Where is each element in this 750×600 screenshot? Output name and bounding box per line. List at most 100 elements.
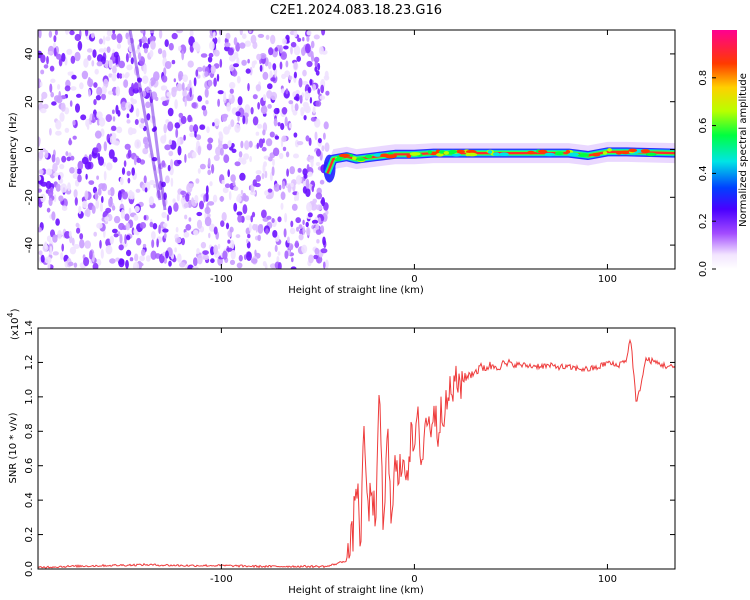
noise-blob bbox=[217, 243, 221, 250]
noise-blob bbox=[187, 114, 193, 123]
noise-blob bbox=[178, 74, 182, 82]
noise-blob bbox=[239, 30, 243, 36]
noise-blob bbox=[127, 149, 132, 159]
noise-blob bbox=[153, 164, 157, 171]
noise-blob bbox=[38, 169, 44, 175]
noise-blob bbox=[174, 122, 181, 129]
noise-blob bbox=[229, 239, 235, 250]
noise-blob bbox=[222, 250, 228, 260]
noise-blob bbox=[118, 73, 123, 79]
noise-blob bbox=[72, 135, 77, 140]
noise-blob bbox=[212, 122, 215, 127]
noise-blob bbox=[53, 47, 57, 57]
y-tick-label: 0.0 bbox=[24, 561, 35, 577]
x-tick-label: 0 bbox=[411, 574, 417, 585]
noise-blob bbox=[94, 68, 99, 75]
noise-blob bbox=[95, 199, 100, 209]
noise-blob bbox=[183, 203, 189, 208]
noise-blob bbox=[109, 187, 115, 197]
signal-speck bbox=[567, 152, 579, 157]
noise-blob bbox=[205, 185, 209, 195]
noise-blob bbox=[314, 131, 318, 141]
noise-blob bbox=[64, 85, 71, 92]
snr-x-label: Height of straight line (km) bbox=[288, 585, 424, 596]
noise-blob bbox=[228, 190, 232, 201]
noise-blob bbox=[259, 64, 263, 72]
noise-blob bbox=[164, 39, 169, 47]
noise-blob bbox=[92, 113, 95, 124]
noise-blob bbox=[46, 235, 52, 242]
noise-blob bbox=[149, 49, 154, 58]
noise-blob bbox=[57, 84, 61, 90]
noise-blob bbox=[226, 247, 233, 252]
noise-blob bbox=[126, 170, 131, 177]
noise-blob bbox=[206, 126, 210, 134]
noise-blob bbox=[293, 195, 298, 202]
noise-blob bbox=[302, 80, 309, 86]
noise-blob bbox=[76, 168, 82, 175]
noise-blob bbox=[224, 183, 231, 188]
noise-blob bbox=[239, 42, 246, 49]
noise-blob bbox=[135, 188, 141, 193]
noise-blob bbox=[128, 44, 135, 53]
noise-blob bbox=[280, 51, 288, 60]
noise-blob bbox=[179, 44, 187, 55]
noise-blob bbox=[112, 65, 117, 74]
noise-blob bbox=[120, 101, 127, 111]
noise-blob bbox=[148, 152, 153, 159]
noise-blob bbox=[295, 217, 302, 224]
noise-blob bbox=[57, 230, 62, 240]
signal-speck bbox=[409, 152, 421, 156]
noise-blob bbox=[97, 187, 102, 196]
noise-blob bbox=[279, 44, 283, 54]
noise-blob bbox=[192, 41, 199, 50]
noise-blob bbox=[207, 56, 213, 63]
noise-blob bbox=[281, 180, 286, 190]
noise-blob bbox=[293, 30, 298, 38]
noise-blob bbox=[312, 198, 318, 204]
signal-speck bbox=[385, 154, 396, 159]
noise-blob bbox=[245, 68, 251, 74]
noise-blob bbox=[123, 160, 127, 168]
noise-blob bbox=[257, 234, 262, 242]
noise-blob bbox=[96, 86, 103, 96]
noise-blob bbox=[71, 74, 77, 80]
noise-blob bbox=[207, 157, 211, 168]
noise-blob bbox=[204, 88, 209, 98]
noise-blob bbox=[99, 239, 102, 249]
noise-blob bbox=[301, 47, 306, 56]
noise-blob bbox=[315, 204, 323, 211]
noise-blob bbox=[139, 222, 147, 229]
noise-blob bbox=[228, 124, 232, 130]
noise-blob bbox=[219, 58, 223, 68]
noise-blob bbox=[223, 91, 227, 101]
noise-blob bbox=[273, 183, 280, 192]
noise-blob bbox=[143, 175, 147, 184]
noise-blob bbox=[133, 156, 137, 166]
noise-blob bbox=[316, 239, 320, 244]
noise-blob bbox=[160, 96, 167, 102]
noise-blob bbox=[272, 63, 277, 71]
noise-blob bbox=[221, 212, 227, 222]
noise-blob bbox=[317, 88, 321, 95]
noise-blob bbox=[162, 228, 169, 233]
noise-blob bbox=[306, 60, 313, 68]
noise-blob bbox=[279, 61, 283, 70]
noise-blob bbox=[161, 75, 168, 83]
noise-blob bbox=[160, 135, 167, 144]
noise-blob bbox=[105, 114, 113, 123]
noise-blob bbox=[200, 53, 208, 58]
noise-blob bbox=[288, 100, 294, 105]
noise-blob bbox=[99, 202, 103, 212]
noise-blob bbox=[315, 100, 322, 107]
noise-blob bbox=[262, 71, 269, 80]
noise-blob bbox=[70, 86, 77, 91]
noise-blob bbox=[202, 250, 209, 256]
noise-blob bbox=[54, 30, 58, 36]
noise-blob bbox=[313, 34, 320, 40]
noise-blob bbox=[51, 101, 57, 106]
noise-blob bbox=[283, 228, 287, 238]
noise-blob bbox=[125, 259, 129, 269]
noise-blob bbox=[92, 262, 99, 269]
